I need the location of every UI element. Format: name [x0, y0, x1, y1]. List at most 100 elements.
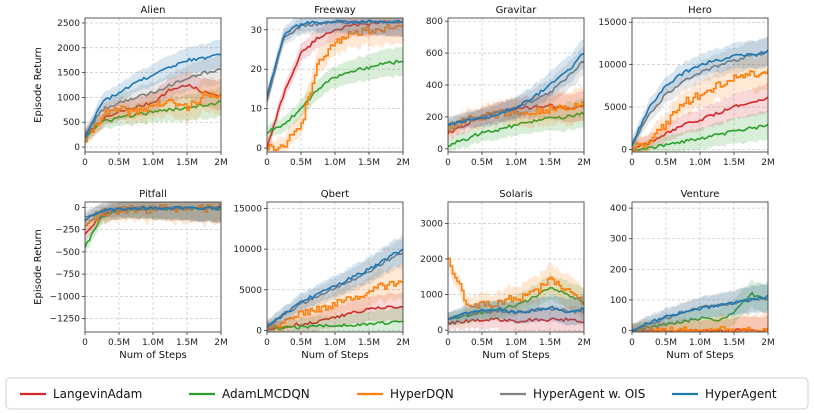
y-tick-label: 2000 — [420, 255, 443, 265]
legend: LangevinAdam AdamLMCDQN HyperDQN HyperAgent… — [5, 377, 809, 410]
x-tick-label: 2M — [214, 338, 228, 348]
y-tick-label: 200 — [426, 113, 443, 123]
line-hyperagent — [267, 248, 403, 328]
line-hyperdqn — [448, 101, 584, 132]
subplot-alien: 0 0.5M 1.0M 1.5M 2M 0 500 1000 1500 2000 2500 Alien… — [33, 5, 228, 168]
line-adamlmcdqn — [267, 320, 403, 331]
x-tick-label: 0.5M — [471, 158, 493, 168]
band-langevinadam — [267, 292, 403, 332]
line-langevinadam — [85, 83, 221, 139]
subplot-solaris: 0 0.5M 1.0M 1.5M 2M 0 1000 2000 3000 Solaris Num o… — [420, 189, 591, 361]
line-langevinadam — [448, 317, 584, 326]
series-group — [267, 234, 403, 332]
band-hyperagent — [85, 39, 221, 145]
band-hyperagent-w-ois — [267, 239, 403, 332]
x-tick-label: 1.0M — [324, 338, 346, 348]
subplot-hero: 0 0.5M 1.0M 1.5M 2M 0 5000 10000 15000 Hero — [598, 5, 774, 168]
y-tick-label: 15000 — [598, 18, 627, 28]
line-adamlmcdqn — [267, 59, 403, 134]
x-tick-label: 0 — [445, 338, 451, 348]
y-tick-label: 100 — [610, 296, 627, 306]
line-adamlmcdqn — [448, 286, 584, 321]
x-tick-label: 1.5M — [723, 158, 745, 168]
x-tick-label: 1.0M — [142, 338, 164, 348]
band-langevinadam — [448, 305, 584, 332]
x-tick-label: 1.5M — [358, 338, 380, 348]
band-hyperagent-w-ois — [632, 284, 768, 332]
x-axis-label: Num of Steps — [666, 350, 734, 361]
y-tick-label: 5000 — [604, 103, 627, 113]
y-tick-label: 600 — [426, 49, 443, 59]
line-hyperagent — [267, 19, 403, 98]
x-tick-label: 0 — [82, 158, 88, 168]
line-hyperdqn — [85, 203, 221, 227]
band-hyperagent — [267, 18, 403, 105]
y-tick-label: 1000 — [420, 291, 443, 301]
series-group — [448, 39, 584, 152]
y-tick-label: 30 — [251, 26, 263, 36]
x-tick-label: 1.5M — [539, 158, 561, 168]
y-tick-label: 0 — [74, 203, 80, 213]
legend-label: HyperDQN — [390, 387, 454, 401]
x-tick-label: 0.5M — [290, 158, 312, 168]
series-group — [632, 35, 768, 152]
subplot-pitfall: 0 0.5M 1.0M 1.5M 2M 0 −250 −500 −750 −1000 −1250 Pi… — [33, 189, 228, 361]
band-hyperdqn — [448, 250, 584, 321]
x-tick-label: 2M — [577, 338, 591, 348]
x-tick-label: 0.5M — [655, 338, 677, 348]
x-tick-label: 2M — [577, 158, 591, 168]
band-hyperagent-w-ois — [448, 295, 584, 328]
band-langevinadam — [632, 314, 768, 332]
line-langevinadam — [632, 96, 768, 151]
line-hyperdqn — [448, 257, 584, 309]
band-adamlmcdqn — [632, 109, 768, 152]
subplot-title: Hero — [688, 5, 712, 16]
band-hyperagent — [448, 293, 584, 326]
band-hyperagent — [632, 35, 768, 152]
y-tick-label: 300 — [610, 235, 627, 245]
subplot-title: Venture — [681, 189, 720, 200]
x-tick-label: 2M — [396, 158, 410, 168]
band-hyperagent — [267, 234, 403, 332]
y-tick-label: 500 — [63, 118, 80, 128]
y-tick-label: 5000 — [239, 286, 262, 296]
band-hyperagent — [632, 280, 768, 332]
subplot-qbert: 0 0.5M 1.0M 1.5M 2M 0 5000 10000 15000 Qbert Num o… — [233, 189, 409, 361]
y-tick-label: 10000 — [598, 61, 627, 71]
line-adamlmcdqn — [448, 111, 584, 147]
line-hyperagent-w-ois — [85, 68, 221, 136]
x-tick-label: 0.5M — [108, 158, 130, 168]
x-axis-label: Num of Steps — [482, 350, 550, 361]
legend-label: AdamLMCDQN — [222, 387, 310, 401]
x-tick-label: 1.5M — [176, 338, 198, 348]
y-tick-label: 0 — [437, 326, 443, 336]
series-group — [267, 18, 403, 152]
band-adamlmcdqn — [632, 279, 768, 332]
subplot-title: Alien — [141, 5, 166, 16]
line-hyperdqn — [632, 326, 768, 332]
y-tick-label: 20 — [251, 65, 263, 75]
x-tick-label: 1.0M — [689, 338, 711, 348]
y-axis-label: Episode Return — [33, 229, 44, 305]
x-tick-label: 1.5M — [358, 158, 380, 168]
line-hyperagent — [85, 205, 221, 222]
y-tick-label: 400 — [426, 81, 443, 91]
x-axis-label: Num of Steps — [301, 350, 369, 361]
band-hyperdqn — [267, 18, 403, 152]
subplot-title: Pitfall — [139, 189, 167, 200]
x-tick-label: 2M — [761, 158, 775, 168]
subplot-title: Solaris — [499, 189, 532, 200]
y-tick-label: −250 — [55, 226, 80, 236]
x-axis-label: Num of Steps — [119, 350, 187, 361]
x-tick-label: 1.0M — [142, 158, 164, 168]
band-adamlmcdqn — [85, 86, 221, 145]
y-tick-label: 0 — [74, 143, 80, 153]
line-hyperdqn — [267, 23, 403, 151]
y-tick-label: 0 — [621, 145, 627, 155]
band-hyperdqn — [85, 75, 221, 150]
x-tick-label: 2M — [214, 158, 228, 168]
x-tick-label: 1.5M — [539, 338, 561, 348]
series-group — [85, 202, 221, 255]
band-hyperagent-w-ois — [632, 35, 768, 152]
y-tick-label: 1000 — [57, 93, 80, 103]
